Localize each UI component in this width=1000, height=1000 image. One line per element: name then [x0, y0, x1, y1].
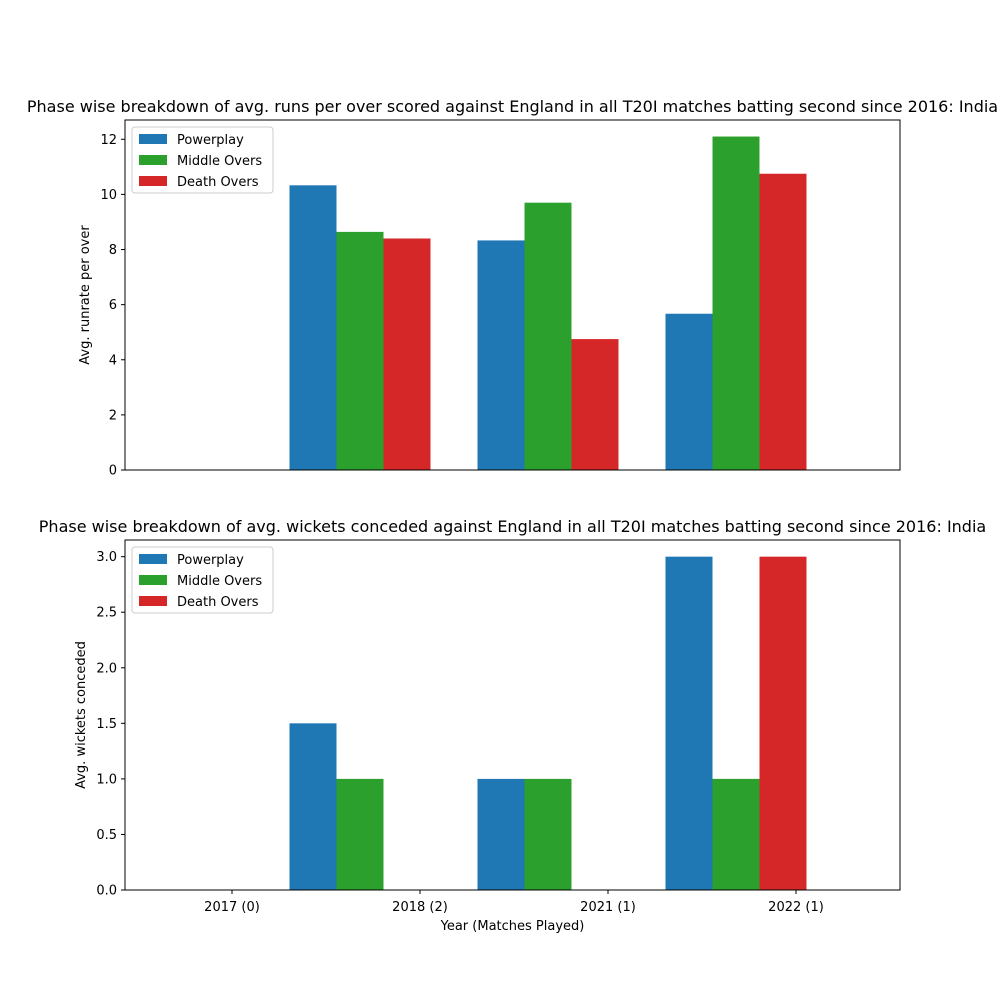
y-tick-label: 1.0 [96, 772, 117, 787]
bar-death-overs-3 [759, 556, 807, 890]
x-tick-label: 2017 (0) [204, 900, 260, 915]
legend-entry: Middle Overs [177, 574, 262, 589]
y-tick-label: 2.0 [96, 661, 117, 676]
legend-entry: Middle Overs [177, 154, 262, 169]
bar-death-overs-2 [571, 339, 619, 470]
y-tick-label: 0 [109, 464, 117, 479]
bar-middle-overs-3 [712, 778, 760, 890]
y-tick-label: 0.0 [96, 884, 117, 899]
x-tick-label: 2021 (1) [580, 900, 636, 915]
y-tick-label: 8 [109, 243, 117, 258]
bar-powerplay-3 [665, 313, 713, 470]
y-tick-label: 2 [109, 408, 117, 423]
y-tick-label: 10 [100, 188, 117, 203]
legend-swatch [139, 176, 167, 186]
x-axis-ticks: 2017 (0) 2018 (2) 2021 (1) 2022 (1) [204, 890, 824, 915]
bar-middle-overs-2 [524, 202, 572, 470]
bar-powerplay-1 [289, 185, 337, 471]
legend-swatch [139, 134, 167, 144]
wickets-chart: Phase wise breakdown of avg. wickets con… [39, 517, 986, 934]
bar-powerplay-1 [289, 723, 337, 890]
y-axis-ticks: 0 2 4 6 8 10 12 [100, 133, 125, 479]
runrate-chart: Phase wise breakdown of avg. runs per ov… [27, 97, 998, 479]
bar-powerplay-3 [665, 556, 713, 890]
y-tick-label: 0.5 [96, 828, 117, 843]
bar-powerplay-2 [477, 778, 525, 890]
bar-powerplay-2 [477, 240, 525, 470]
chart-title: Phase wise breakdown of avg. runs per ov… [27, 97, 998, 116]
legend-swatch [139, 575, 167, 585]
y-axis-label: Avg. wickets conceded [74, 641, 89, 789]
bar-middle-overs-2 [524, 778, 572, 890]
y-axis-ticks: 0.0 0.5 1.0 1.5 2.0 2.5 3.0 [96, 550, 125, 899]
y-tick-label: 4 [109, 353, 117, 368]
legend-entry: Death Overs [177, 595, 259, 610]
legend: Powerplay Middle Overs Death Overs [131, 126, 274, 194]
bars-group [289, 136, 807, 471]
bar-middle-overs-3 [712, 136, 760, 470]
plot-frame [124, 539, 901, 891]
bar-death-overs-3 [759, 173, 807, 470]
legend-swatch [139, 596, 167, 606]
y-tick-label: 3.0 [96, 550, 117, 565]
legend-entry: Death Overs [177, 175, 259, 190]
plot-frame [124, 119, 901, 471]
y-axis-label: Avg. runrate per over [78, 225, 93, 365]
chart-title: Phase wise breakdown of avg. wickets con… [39, 517, 986, 536]
legend-entry: Powerplay [177, 553, 244, 568]
x-tick-label: 2018 (2) [392, 900, 448, 915]
legend-entry: Powerplay [177, 133, 244, 148]
legend-box [131, 546, 274, 614]
y-tick-label: 6 [109, 298, 117, 313]
legend-swatch [139, 155, 167, 165]
y-tick-label: 2.5 [96, 606, 117, 621]
bars-group [289, 556, 807, 890]
x-axis-label: Year (Matches Played) [440, 919, 585, 934]
y-tick-label: 12 [100, 133, 117, 148]
legend: Powerplay Middle Overs Death Overs [131, 546, 274, 614]
legend-swatch [139, 554, 167, 564]
x-tick-label: 2022 (1) [768, 900, 824, 915]
legend-box [131, 126, 274, 194]
bar-middle-overs-1 [336, 778, 384, 890]
bar-death-overs-1 [383, 238, 431, 470]
bar-middle-overs-1 [336, 231, 384, 470]
y-tick-label: 1.5 [96, 717, 117, 732]
